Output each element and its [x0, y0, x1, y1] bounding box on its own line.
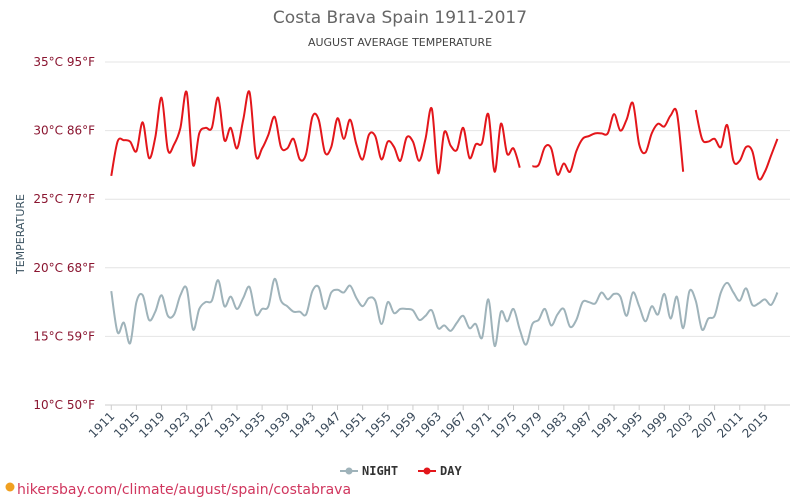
- x-tick-label: 1951: [337, 409, 368, 440]
- y-tick-label: 35°C 95°F: [33, 55, 95, 69]
- source-text: hikersbay.com/climate/august/spain/costa…: [17, 482, 351, 498]
- x-tick-label: 1999: [639, 409, 670, 440]
- x-tick-label: 1979: [513, 409, 544, 440]
- x-tick-label: 1939: [262, 409, 293, 440]
- x-tick-label: 1915: [111, 409, 142, 440]
- x-tick-label: 1967: [438, 409, 469, 440]
- legend-label: DAY: [440, 464, 462, 478]
- y-tick-label: 10°C 50°F: [33, 398, 95, 412]
- x-tick-label: 1959: [388, 409, 419, 440]
- y-axis-label: TEMPERATURE: [14, 194, 27, 275]
- x-tick-label: 2015: [739, 409, 770, 440]
- x-tick-label: 1911: [86, 409, 117, 440]
- x-tick-label: 1943: [287, 409, 318, 440]
- x-tick-label: 2011: [714, 409, 745, 440]
- x-tick-label: 2003: [664, 409, 695, 440]
- line-day: [694, 109, 779, 181]
- x-tick-label: 1971: [463, 409, 494, 440]
- x-tick-label: 1995: [614, 409, 645, 440]
- x-tick-label: 1987: [564, 409, 595, 440]
- line-day: [532, 101, 685, 176]
- x-tick-label: 1927: [186, 409, 217, 440]
- x-tick-label: 2007: [689, 409, 720, 440]
- chart-title: Costa Brava Spain 1911-2017: [273, 8, 527, 28]
- pin-icon: [5, 482, 15, 492]
- legend-marker: [423, 467, 431, 475]
- line-night: [110, 277, 779, 348]
- x-tick-label: 1975: [488, 409, 519, 440]
- x-tick-label: 1947: [312, 409, 343, 440]
- legend-label: NIGHT: [362, 464, 398, 478]
- source: hikersbay.com/climate/august/spain/costa…: [5, 482, 351, 498]
- x-tick-label: 1923: [161, 409, 192, 440]
- x-tick-label: 1991: [589, 409, 620, 440]
- x-tick-label: 1931: [212, 409, 243, 440]
- x-tick-label: 1919: [136, 409, 167, 440]
- line-day: [110, 90, 521, 177]
- y-tick-label: 15°C 59°F: [33, 329, 95, 343]
- y-tick-label: 30°C 86°F: [33, 124, 95, 138]
- chart-subtitle: AUGUST AVERAGE TEMPERATURE: [308, 36, 492, 49]
- x-tick-label: 1935: [237, 409, 268, 440]
- y-tick-label: 25°C 77°F: [33, 192, 95, 206]
- x-tick-label: 1963: [413, 409, 444, 440]
- x-tick-label: 1983: [538, 409, 569, 440]
- legend-marker: [345, 467, 353, 475]
- x-tick-label: 1955: [362, 409, 393, 440]
- y-tick-label: 20°C 68°F: [33, 261, 95, 275]
